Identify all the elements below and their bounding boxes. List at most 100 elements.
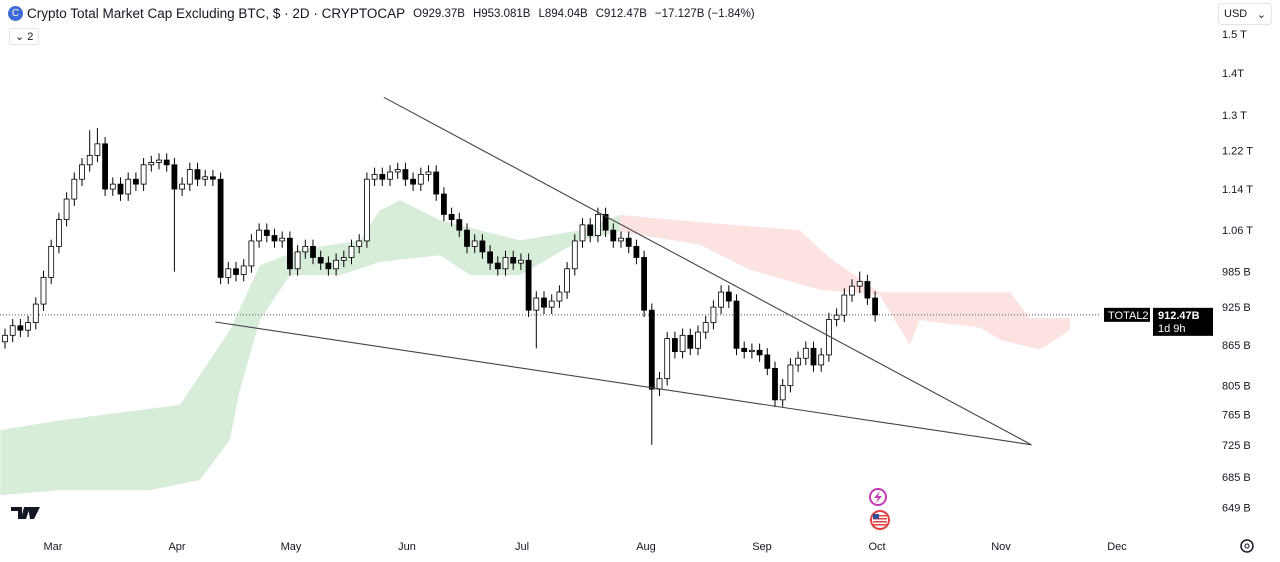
candle-body [171, 164, 178, 190]
candle-body [302, 245, 309, 253]
candle-body [464, 229, 470, 247]
candle-body [186, 169, 193, 185]
candle-body [679, 334, 686, 352]
currency-select[interactable]: USD ⌄ [1218, 3, 1272, 25]
candle [518, 253, 524, 270]
candle-body [117, 183, 124, 195]
candle-body [479, 240, 486, 253]
x-tick-label: Sep [752, 541, 772, 553]
candle [533, 291, 540, 349]
candle [163, 153, 170, 172]
x-tick-label: Mar [44, 541, 63, 553]
candle-body [156, 159, 162, 163]
chevron-down-icon: ⌄ [1256, 8, 1266, 21]
candle [625, 231, 632, 254]
candle [402, 162, 409, 187]
us-flag-stripe [873, 524, 887, 526]
legend-toggle-button[interactable]: ⌄ 2 [9, 28, 40, 45]
candle-body [802, 347, 809, 359]
candle-body [194, 169, 201, 180]
candle [240, 259, 247, 282]
candle [679, 328, 686, 359]
candle [641, 250, 647, 318]
candle-body [263, 229, 270, 236]
settings-icon[interactable] [1240, 539, 1254, 553]
x-tick-label: Aug [636, 541, 656, 553]
candle-body [294, 251, 301, 270]
candle-body [518, 259, 524, 264]
candle-body [541, 297, 547, 308]
candle-body [556, 291, 563, 302]
candle [86, 130, 93, 172]
candle [471, 234, 478, 254]
candle [749, 343, 755, 359]
candle [225, 262, 232, 285]
candle-body [417, 173, 424, 185]
x-tick-label: Nov [991, 541, 1011, 553]
candle-body [48, 245, 55, 278]
candle-body [410, 178, 417, 185]
low-value: L894.04B [538, 7, 588, 20]
y-tick-label: 1.5 T [1222, 29, 1247, 41]
symbol-title[interactable]: Crypto Total Market Cap Excluding BTC, $… [27, 6, 406, 21]
symbol-label-bg [1104, 307, 1150, 322]
candle [56, 212, 62, 254]
candle [664, 331, 671, 386]
candle-body [63, 198, 70, 221]
candle [810, 341, 817, 372]
candle [2, 328, 8, 349]
candle-body [772, 367, 778, 401]
candle [710, 300, 717, 330]
candle [363, 172, 370, 248]
candle-body [571, 240, 578, 270]
candle [548, 294, 555, 314]
us-flag-icon [870, 510, 890, 530]
us-flag-stripe [873, 521, 887, 523]
candle-body [379, 173, 386, 180]
candle [464, 223, 470, 254]
candle [194, 162, 201, 187]
us-flag-stripe [873, 518, 887, 520]
trendline [215, 321, 1032, 446]
candle-body [648, 309, 655, 390]
candle-body [9, 325, 16, 336]
countdown-label: 1d 9h [1158, 323, 1186, 335]
candle [541, 291, 547, 314]
candle-body [764, 354, 771, 369]
y-tick-label: 649 B [1222, 502, 1251, 514]
candle [787, 358, 794, 393]
candle-body [718, 291, 724, 308]
x-tick-label: May [281, 541, 302, 553]
candle [595, 207, 601, 243]
candle-body [440, 193, 447, 215]
candle-body [602, 213, 609, 231]
candle [179, 177, 186, 196]
candle [302, 239, 309, 259]
candle [125, 172, 132, 201]
ichimoku-cloud-bullish [0, 200, 621, 496]
candle [618, 231, 624, 248]
candle-body [356, 240, 363, 247]
candle [356, 234, 363, 254]
candle [494, 256, 501, 276]
candle [479, 234, 486, 259]
y-tick-label: 1.22 T [1222, 146, 1253, 158]
candle [702, 315, 709, 339]
candle [132, 172, 139, 191]
candle-body [587, 224, 594, 236]
candle-body [225, 268, 232, 278]
x-tick-label: Dec [1107, 541, 1127, 553]
candle [672, 331, 678, 359]
candle [63, 192, 70, 227]
candle [602, 207, 609, 237]
candle-body [494, 262, 501, 270]
x-tick-label: Jun [398, 541, 416, 553]
candle-body [109, 183, 116, 190]
candle [317, 250, 324, 270]
candle-body [510, 257, 517, 264]
lightning-icon-glyph [874, 491, 882, 503]
candle-body [687, 334, 694, 349]
candle-body [725, 291, 732, 302]
candle-body [279, 237, 286, 242]
